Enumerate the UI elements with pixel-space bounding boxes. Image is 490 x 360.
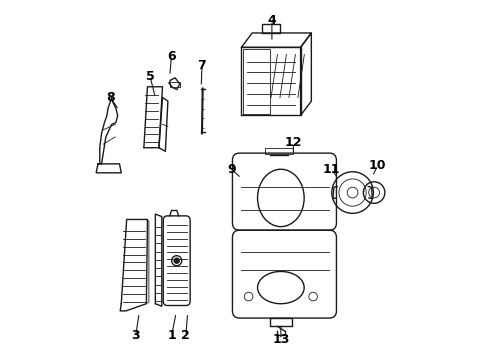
Text: 3: 3	[131, 329, 140, 342]
Text: 4: 4	[268, 14, 276, 27]
Text: 7: 7	[197, 59, 206, 72]
Bar	[170, 82, 180, 87]
Text: 6: 6	[167, 50, 176, 63]
Text: 10: 10	[369, 159, 387, 172]
Text: 12: 12	[285, 136, 302, 149]
Text: 1: 1	[167, 329, 176, 342]
Text: 13: 13	[272, 333, 290, 346]
Text: 11: 11	[322, 163, 340, 176]
Text: 8: 8	[106, 91, 115, 104]
Text: 2: 2	[181, 329, 190, 342]
Text: 5: 5	[146, 69, 154, 82]
Bar	[265, 148, 294, 154]
Text: 9: 9	[227, 163, 236, 176]
Circle shape	[174, 258, 179, 263]
